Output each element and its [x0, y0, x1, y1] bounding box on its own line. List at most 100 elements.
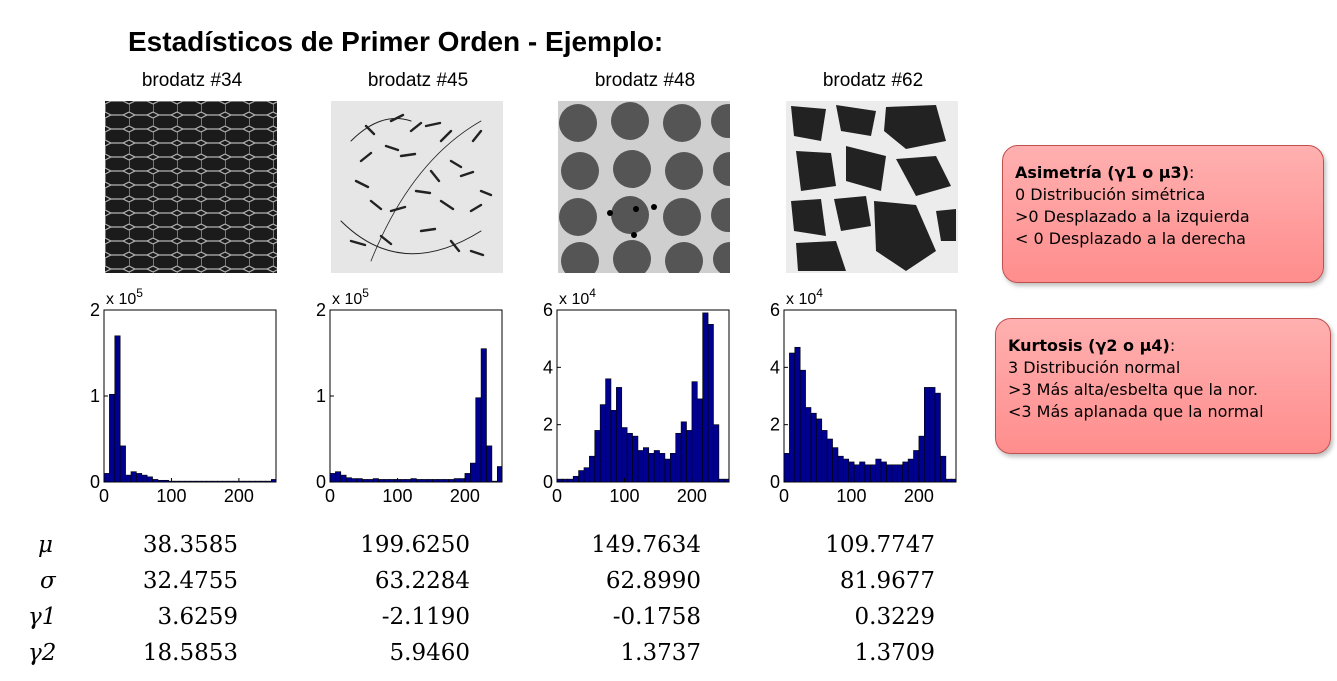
x-tick-label: 0: [99, 486, 109, 506]
x-tick-label: 200: [904, 486, 934, 506]
histogram-bar: [399, 479, 406, 483]
exponent-label: x 105: [106, 286, 143, 308]
histogram-bar: [329, 473, 336, 483]
histogram-bar: [572, 475, 579, 483]
histogram-bar: [934, 392, 941, 483]
histogram-bar: [426, 479, 433, 483]
x-tick-label: 200: [450, 486, 480, 506]
axes-box: [329, 309, 503, 483]
histogram-bar: [789, 352, 796, 483]
stat-value: 199.6250: [360, 532, 470, 558]
histogram-bar: [567, 478, 574, 483]
histogram-bar: [832, 447, 839, 483]
stat-value: 32.4755: [142, 568, 238, 594]
histogram-bar: [794, 346, 801, 483]
histogram-brodatz-48: 0 100 200 0 2 4 6 x 104: [543, 286, 730, 506]
exponent-power: 5: [136, 286, 143, 300]
histogram-brodatz-62: 0 100 200 0 2 4 6 x 104: [770, 286, 957, 506]
stat-value: 5.9460: [389, 640, 470, 666]
y-tick-label: 6: [543, 300, 553, 320]
x-tick-label: 0: [779, 486, 789, 506]
histogram-bar: [211, 480, 218, 483]
histogram-bar: [227, 480, 234, 483]
stat-value: 38.3585: [142, 532, 238, 558]
stat-value: 0.3229: [854, 604, 935, 630]
callout-kurtosis-colon: :: [1169, 336, 1176, 355]
histogram-bar: [173, 480, 180, 483]
histogram-bar: [389, 479, 396, 483]
histogram-bar: [416, 479, 423, 483]
histogram-bar: [496, 466, 503, 483]
histogram-bar: [217, 480, 224, 483]
histogram-bar: [923, 387, 930, 483]
histogram-bar: [265, 480, 272, 483]
y-tick-label: 2: [770, 415, 780, 435]
histogram-bar: [249, 480, 256, 483]
histogram-bar: [621, 427, 628, 483]
histogram-bar: [610, 410, 617, 483]
histogram-bar: [432, 479, 439, 483]
callout-asimetria-title: Asimetría (γ1 o μ3): [1015, 163, 1189, 182]
y-tick-label: 1: [90, 386, 100, 406]
callout-kurtosis-heading: Kurtosis (γ2 o μ4):: [1008, 335, 1320, 357]
y-tick-label: 0: [770, 472, 780, 492]
histogram-bar: [859, 461, 866, 483]
stat-value: 63.2284: [374, 568, 470, 594]
histogram-bar: [723, 478, 730, 483]
exponent-label: x 104: [559, 286, 596, 308]
histogram-bar: [152, 479, 159, 483]
x-tick-label: 0: [325, 486, 335, 506]
histogram-bar: [810, 412, 817, 483]
plot-area: 0 100 200 0 1 2 x 105: [90, 286, 277, 506]
histogram-bar: [583, 467, 590, 483]
stat-value: -0.1758: [612, 604, 701, 630]
y-tick-label: 0: [543, 472, 553, 492]
histogram-bar: [130, 471, 137, 483]
histogram-brodatz-34: 0 100 200 0 1 2 x 105: [90, 286, 277, 506]
histogram-bar: [897, 464, 904, 483]
histogram-bar: [136, 473, 143, 483]
callout-asimetria-heading: Asimetría (γ1 o μ3):: [1015, 162, 1313, 184]
histogram-brodatz-45: 0 100 200 0 1 2 x 105: [316, 286, 503, 506]
histogram-bar: [918, 435, 925, 483]
histogram-bar: [190, 480, 197, 483]
y-tick-label: 4: [770, 357, 780, 377]
histogram-bar: [783, 453, 790, 483]
histogram-bar: [146, 476, 153, 483]
stat-label-gamma2: γ2: [28, 640, 57, 666]
histogram-bar: [453, 478, 460, 483]
histogram-bar: [345, 477, 352, 483]
histogram-bar: [702, 312, 709, 483]
y-tick-label: 6: [770, 300, 780, 320]
histogram-bar: [238, 480, 245, 483]
callout-kurtosis: Kurtosis (γ2 o μ4): 3 Distribución norma…: [995, 318, 1331, 454]
stat-value: 1.3737: [620, 640, 701, 666]
stat-value: 109.7747: [825, 532, 935, 558]
callout-kurtosis-line: <3 Más aplanada que la normal: [1008, 402, 1264, 421]
histogram-bar: [491, 480, 498, 483]
histogram-bar: [929, 387, 936, 483]
histogram-bar: [632, 435, 639, 483]
histogram-bar: [243, 480, 250, 483]
texture-title-45: brodatz #45: [367, 70, 469, 91]
x-tick-label: 100: [609, 486, 639, 506]
plot-area: 0 100 200 0 1 2 x 105: [316, 286, 503, 506]
exponent-power: 4: [589, 286, 596, 300]
slide-title: Estadísticos de Primer Orden - Ejemplo:: [128, 26, 664, 57]
histogram-bar: [475, 397, 482, 483]
x-tick-label: 200: [224, 486, 254, 506]
histogram-bar: [648, 453, 655, 483]
histogram-bar: [940, 455, 947, 483]
histogram-bar: [141, 474, 148, 483]
histogram-bar: [109, 393, 116, 483]
histogram-bar: [616, 387, 623, 483]
histogram-bar: [356, 478, 363, 483]
histogram-bar: [405, 479, 412, 483]
histogram-bar: [378, 479, 385, 483]
histogram-bar: [880, 461, 887, 483]
histogram-bar: [891, 464, 898, 483]
histogram-bar: [340, 474, 347, 483]
histogram-bar: [696, 398, 703, 483]
histogram-bar: [254, 480, 261, 483]
callout-asimetria-colon: :: [1189, 163, 1195, 182]
